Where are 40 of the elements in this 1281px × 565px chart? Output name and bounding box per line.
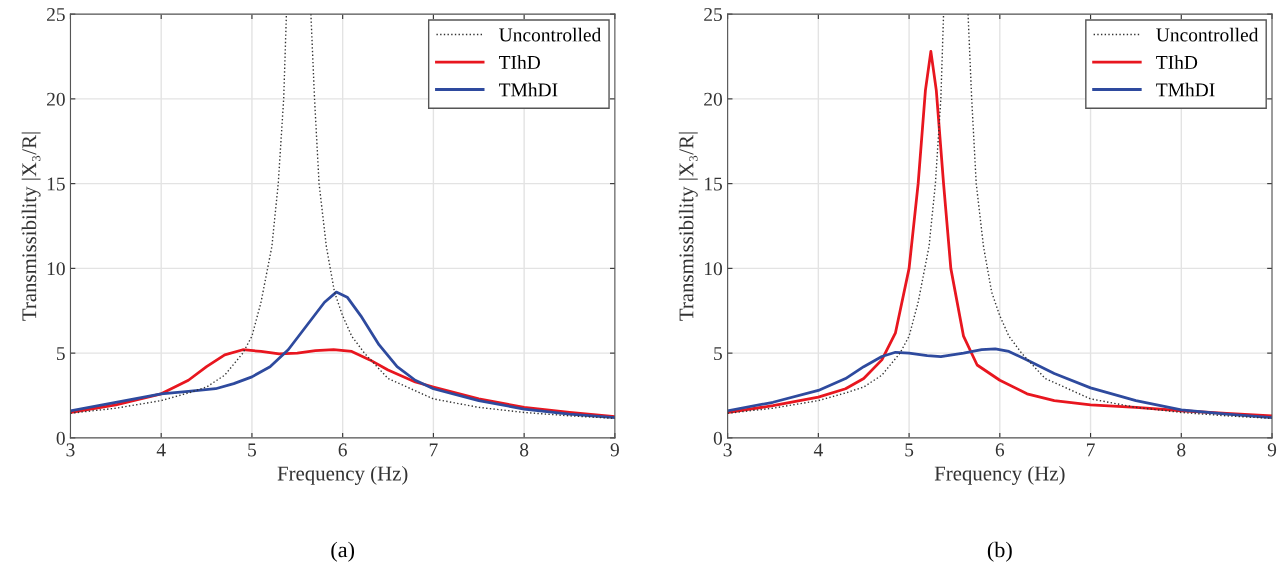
y-tick-label: 0 (56, 431, 65, 445)
y-axis-title: Transmissibility |X₃/R| (678, 132, 698, 321)
y-tick-label: 5 (714, 347, 722, 361)
y-tick-label: 10 (47, 262, 65, 276)
x-tick-label: 6 (338, 443, 347, 457)
y-tick-label: 20 (47, 92, 65, 106)
legend-label: Uncontrolled (499, 27, 602, 42)
x-tick-label: 7 (429, 443, 438, 457)
y-tick-label: 0 (713, 431, 723, 445)
y-tick-label: 20 (704, 92, 723, 106)
legend-label: TMhDI (1156, 82, 1215, 97)
legend-label: TIhD (499, 55, 541, 69)
line-series (727, 347, 1273, 419)
legend-label: TMhDI (499, 82, 558, 97)
x-axis-title: Frequency (Hz) (277, 465, 408, 485)
text: (b) (987, 541, 1012, 562)
x-tick-label: 7 (1086, 443, 1095, 457)
y-tick-label: 5 (57, 347, 65, 361)
x-tick-label: 3 (66, 443, 75, 457)
y-tick-label: 25 (47, 8, 65, 22)
legend-label: Uncontrolled (1156, 27, 1259, 42)
x-tick-label: 9 (610, 443, 619, 457)
y-tick-label: 15 (47, 177, 65, 191)
x-tick-label: 6 (995, 443, 1005, 457)
y-axis-title: Transmissibility |X₃/R| (21, 132, 41, 321)
x-tick-label: 4 (813, 443, 823, 457)
x-tick-label: 8 (520, 443, 529, 457)
line-series (70, 290, 615, 419)
x-tick-label: 8 (1177, 443, 1186, 457)
x-tick-label: 9 (1267, 443, 1277, 457)
y-tick-label: 15 (705, 177, 722, 191)
x-tick-label: 3 (723, 443, 732, 457)
y-tick-label: 10 (705, 262, 723, 276)
x-tick-label: 5 (905, 443, 914, 457)
legend-label: TIhD (1156, 55, 1198, 69)
x-axis-title: Frequency (Hz) (934, 465, 1065, 485)
x-tick-label: 5 (248, 443, 257, 457)
y-tick-label: 25 (704, 8, 722, 22)
text: (a) (331, 541, 355, 562)
x-tick-label: 4 (156, 443, 166, 457)
